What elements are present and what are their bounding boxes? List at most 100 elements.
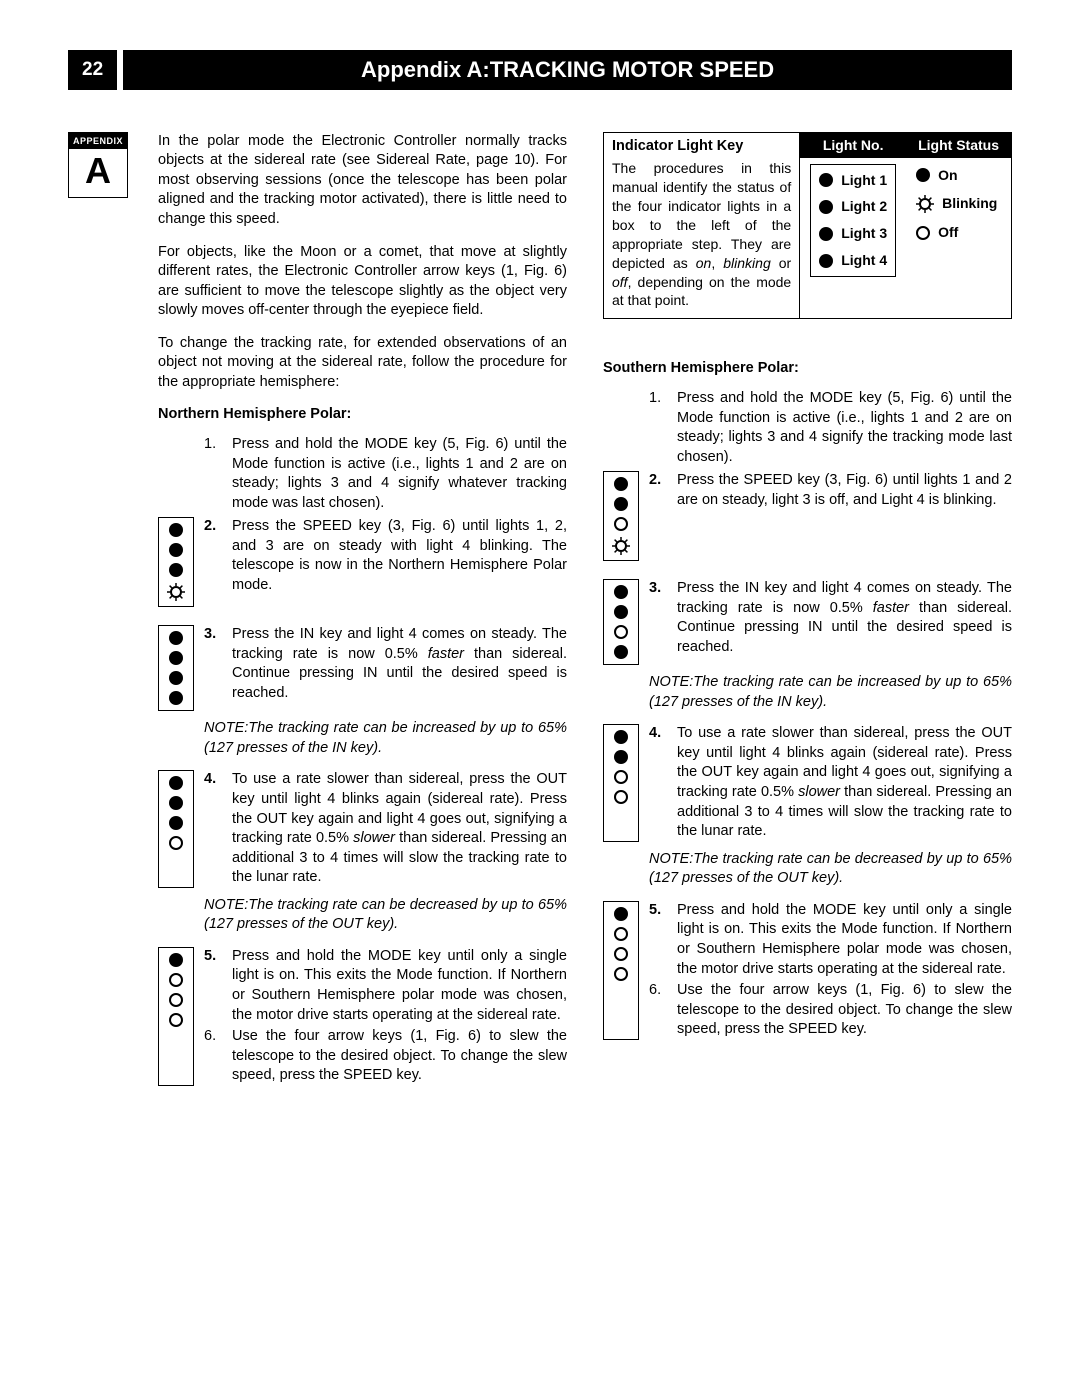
light-off-icon: [614, 517, 628, 531]
intro-p1: In the polar mode the Electronic Control…: [158, 132, 567, 230]
light-on-icon: [169, 631, 183, 645]
light-indicator: [158, 770, 194, 887]
light-blink-icon: [916, 195, 934, 213]
south-s6: Use the four arrow keys (1, Fig. 6) to s…: [677, 981, 1012, 1040]
light-on-icon: [169, 796, 183, 810]
light-blink-icon: [167, 583, 185, 601]
step-num: 4.: [204, 770, 222, 887]
north-title: Northern Hemisphere Polar:: [158, 405, 567, 425]
key-light-row: Light 3: [819, 224, 887, 243]
light-indicator: [158, 517, 194, 607]
indicator-key-box: Indicator Light Key The procedures in th…: [603, 132, 1012, 320]
north-s6: Use the four arrow keys (1, Fig. 6) to s…: [232, 1027, 567, 1086]
light-on-icon: [819, 173, 833, 187]
south-note3: NOTE:The tracking rate can be increased …: [649, 673, 1012, 712]
south-s5: Press and hold the MODE key until only a…: [677, 901, 1012, 979]
light-off-icon: [614, 790, 628, 804]
north-s1: Press and hold the MODE key (5, Fig. 6) …: [232, 435, 567, 513]
page-number: 22: [68, 50, 117, 90]
key-light-row: Light 4: [819, 251, 887, 270]
step-num: 6.: [204, 1027, 222, 1086]
north-s5: Press and hold the MODE key until only a…: [232, 947, 567, 1025]
light-off-icon: [614, 625, 628, 639]
light-off-icon: [614, 967, 628, 981]
light-indicator: [158, 625, 194, 711]
key-text: The procedures in this manual identify t…: [612, 159, 791, 310]
light-off-icon: [169, 1013, 183, 1027]
light-on-icon: [169, 651, 183, 665]
light-on-icon: [169, 776, 183, 790]
light-on-icon: [916, 168, 930, 182]
light-on-icon: [614, 585, 628, 599]
key-status-row: On: [916, 166, 1001, 185]
step-num: 4.: [649, 724, 667, 841]
light-on-icon: [819, 254, 833, 268]
light-on-icon: [614, 750, 628, 764]
light-on-icon: [169, 691, 183, 705]
appendix-badge: APPENDIX A: [68, 132, 128, 198]
south-title: Southern Hemisphere Polar:: [603, 359, 1012, 379]
north-s4: To use a rate slower than sidereal, pres…: [232, 770, 567, 887]
key-status-row: Blinking: [916, 194, 1001, 213]
light-on-icon: [819, 200, 833, 214]
sidebar: APPENDIX A: [68, 132, 128, 1090]
light-on-icon: [169, 816, 183, 830]
step-num: 6.: [649, 981, 667, 1040]
header-title: Appendix A:TRACKING MOTOR SPEED: [123, 50, 1012, 90]
page-header: 22 Appendix A:TRACKING MOTOR SPEED: [68, 50, 1012, 90]
light-off-icon: [916, 226, 930, 240]
step-num: 2.: [204, 517, 222, 607]
south-s2: Press the SPEED key (3, Fig. 6) until li…: [677, 471, 1012, 561]
light-indicator: [603, 901, 639, 1040]
key-right-title: Light Status: [906, 133, 1011, 158]
light-on-icon: [614, 605, 628, 619]
step-num: 3.: [204, 625, 222, 711]
key-title: Indicator Light Key: [612, 137, 791, 157]
north-note3: NOTE:The tracking rate can be increased …: [204, 719, 567, 758]
light-on-icon: [614, 645, 628, 659]
right-column: Indicator Light Key The procedures in th…: [603, 132, 1012, 1090]
light-off-icon: [169, 973, 183, 987]
key-status-row: Off: [916, 223, 1001, 242]
light-off-icon: [614, 947, 628, 961]
light-indicator: [603, 724, 639, 841]
light-on-icon: [614, 497, 628, 511]
light-off-icon: [169, 993, 183, 1007]
south-s1: Press and hold the MODE key (5, Fig. 6) …: [677, 389, 1012, 467]
key-light-row: Light 1: [819, 171, 887, 190]
light-blink-icon: [612, 537, 630, 555]
light-on-icon: [169, 671, 183, 685]
intro-p3: To change the tracking rate, for extende…: [158, 334, 567, 393]
light-indicator: [603, 471, 639, 561]
north-s2: Press the SPEED key (3, Fig. 6) until li…: [232, 517, 567, 607]
light-on-icon: [169, 953, 183, 967]
south-s3: Press the IN key and light 4 comes on st…: [677, 579, 1012, 665]
appendix-letter: A: [69, 149, 127, 197]
light-on-icon: [614, 730, 628, 744]
light-on-icon: [614, 477, 628, 491]
light-on-icon: [614, 907, 628, 921]
light-on-icon: [169, 523, 183, 537]
light-on-icon: [169, 563, 183, 577]
step-num: 1.: [649, 389, 667, 467]
left-column: In the polar mode the Electronic Control…: [158, 132, 567, 1090]
light-on-icon: [819, 227, 833, 241]
step-num: 3.: [649, 579, 667, 665]
light-off-icon: [614, 927, 628, 941]
step-num: 5.: [204, 947, 222, 1025]
south-note4: NOTE:The tracking rate can be decreased …: [649, 850, 1012, 889]
step-num: 1.: [204, 435, 222, 513]
intro-p2: For objects, like the Moon or a comet, t…: [158, 243, 567, 321]
light-off-icon: [614, 770, 628, 784]
north-note4: NOTE:The tracking rate can be decreased …: [204, 896, 567, 935]
light-off-icon: [169, 836, 183, 850]
key-light-row: Light 2: [819, 197, 887, 216]
key-mid-title: Light No.: [800, 133, 906, 158]
light-indicator: [603, 579, 639, 665]
light-on-icon: [169, 543, 183, 557]
step-num: 2.: [649, 471, 667, 561]
light-indicator: [158, 947, 194, 1086]
appendix-label: APPENDIX: [69, 133, 127, 149]
step-num: 5.: [649, 901, 667, 979]
south-s4: To use a rate slower than sidereal, pres…: [677, 724, 1012, 841]
